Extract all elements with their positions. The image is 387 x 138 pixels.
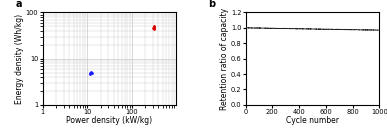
Point <box>151 25 157 27</box>
Point <box>151 26 158 29</box>
Y-axis label: Energy density (Wh/kg): Energy density (Wh/kg) <box>15 14 24 104</box>
X-axis label: Power density (kW/kg): Power density (kW/kg) <box>66 116 152 125</box>
Point <box>151 26 157 28</box>
Point <box>87 72 93 75</box>
Point <box>87 73 93 75</box>
X-axis label: Cycle number: Cycle number <box>286 116 339 125</box>
Text: a: a <box>16 0 22 9</box>
Point <box>151 28 157 30</box>
Text: b: b <box>208 0 216 9</box>
Point <box>150 27 156 29</box>
Point <box>89 71 95 74</box>
Y-axis label: Retention ratio of capacity: Retention ratio of capacity <box>221 8 229 110</box>
Point <box>88 71 94 73</box>
